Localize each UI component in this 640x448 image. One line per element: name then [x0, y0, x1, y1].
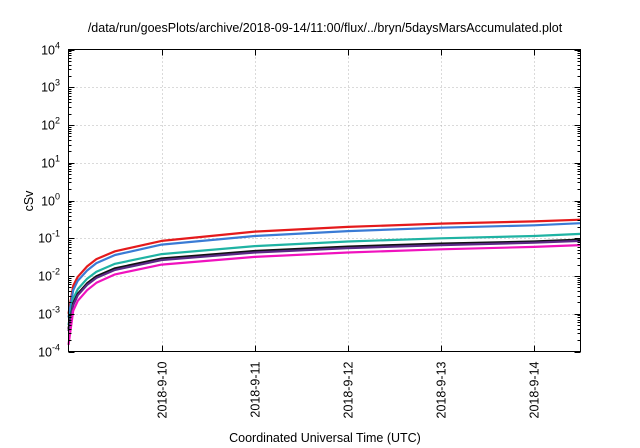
- plot-frame: [68, 49, 581, 352]
- y-tick-label: 100: [41, 192, 60, 209]
- x-axis-label: Coordinated Universal Time (UTC): [229, 431, 421, 445]
- y-tick-labels: 10-4 10-3 10-2 10-1 100 101 102 103 104: [38, 41, 60, 360]
- y-tick-label: 104: [41, 41, 60, 58]
- x-tick-label: 2018-9-12: [342, 361, 356, 418]
- y-axis-label: cSv: [22, 190, 36, 212]
- x-tick-label: 2018-9-10: [156, 361, 170, 418]
- series-line: [67, 239, 581, 332]
- series-line: [67, 218, 581, 314]
- x-tick-label: 2018-9-14: [528, 361, 542, 418]
- x-tick-labels: 2018-9-10 2018-9-11 2018-9-12 2018-9-13 2018…: [156, 361, 542, 418]
- x-tick-label: 2018-9-13: [435, 361, 449, 418]
- y-tick-label: 103: [41, 78, 60, 95]
- series-layer: [67, 218, 581, 346]
- grid: [68, 49, 581, 352]
- y-tick-label: 10-3: [38, 305, 60, 322]
- y-tick-label: 102: [41, 116, 60, 133]
- chart-title: /data/run/goesPlots/archive/2018-09-14/1…: [88, 21, 563, 35]
- series-line: [67, 222, 581, 318]
- y-tick-label: 101: [41, 154, 60, 171]
- y-tick-label: 10-4: [38, 343, 60, 360]
- x-tick-label: 2018-9-11: [249, 361, 263, 417]
- y-tick-label: 10-1: [38, 229, 60, 246]
- series-line: [67, 232, 581, 326]
- y-tick-label: 10-2: [38, 267, 60, 284]
- series-line: [67, 244, 581, 346]
